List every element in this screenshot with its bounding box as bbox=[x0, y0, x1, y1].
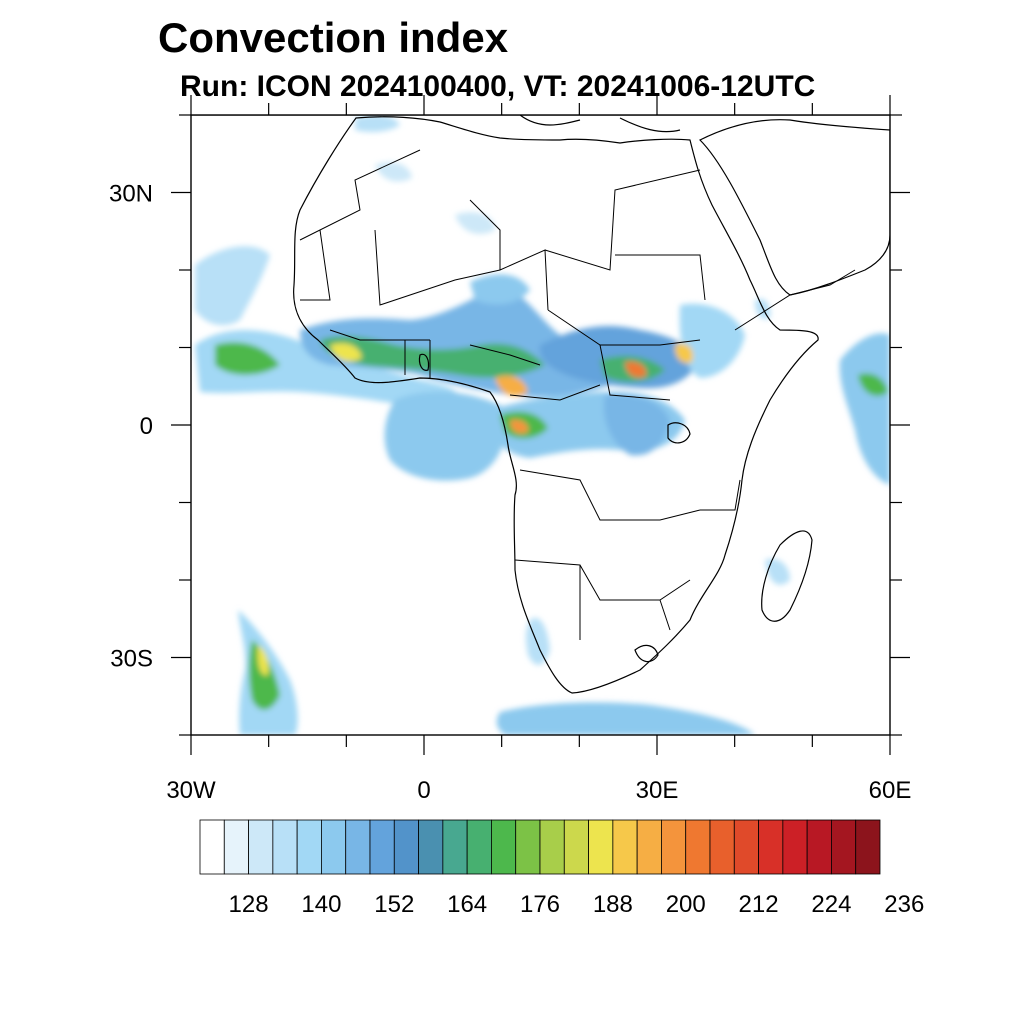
colorbar-swatch bbox=[733, 819, 759, 875]
colorbar: 128 140 152 164 176 188 200 212 224 236 bbox=[199, 819, 924, 918]
africa-coastline bbox=[293, 116, 819, 694]
colorbar-swatch bbox=[418, 819, 444, 875]
field-atlantic-north bbox=[195, 246, 270, 326]
x-tick-label: 30W bbox=[166, 777, 216, 804]
field-madagascar bbox=[765, 558, 790, 585]
colorbar-swatch bbox=[393, 819, 419, 875]
field-indian-ocean-core bbox=[858, 373, 888, 396]
y-tick-label: 30S bbox=[110, 646, 153, 673]
field-west-africa-high bbox=[330, 343, 362, 362]
europe-coastline bbox=[191, 115, 890, 133]
colorbar-label: 188 bbox=[593, 891, 633, 918]
colorbar-label: 164 bbox=[447, 891, 487, 918]
colorbar-label: 224 bbox=[811, 891, 851, 918]
colorbar-swatch bbox=[369, 819, 395, 875]
colorbar-swatch bbox=[515, 819, 541, 875]
colorbar-swatch bbox=[782, 819, 808, 875]
field-west-africa-core bbox=[320, 336, 545, 378]
field-ethiopia-high bbox=[674, 343, 694, 364]
madagascar-coastline bbox=[761, 530, 813, 622]
colorbar-swatch bbox=[272, 819, 298, 875]
colorbar-label: 152 bbox=[374, 891, 414, 918]
field-morocco-2 bbox=[375, 162, 412, 182]
colorbar-label: 200 bbox=[666, 891, 706, 918]
field-sahara-1 bbox=[455, 212, 495, 234]
field-congo-high bbox=[510, 419, 529, 434]
colorbar-swatch bbox=[612, 819, 638, 875]
field-ethiopia bbox=[679, 303, 745, 378]
colorbar-swatch bbox=[806, 819, 832, 875]
colorbar-swatch bbox=[442, 819, 468, 875]
x-tick-label: 30E bbox=[636, 777, 679, 804]
coastlines bbox=[191, 115, 890, 694]
field-gulf-guinea bbox=[384, 391, 506, 481]
colorbar-label: 212 bbox=[739, 891, 779, 918]
convection-field bbox=[195, 115, 890, 735]
x-tick-label: 60E bbox=[869, 777, 912, 804]
colorbar-swatch bbox=[709, 819, 735, 875]
chart-title: Convection index bbox=[158, 14, 509, 61]
colorbar-swatch bbox=[539, 819, 565, 875]
x-tick-label: 0 bbox=[417, 777, 430, 804]
colorbar-swatch bbox=[588, 819, 614, 875]
lake-victoria bbox=[667, 422, 691, 444]
colorbar-swatch bbox=[855, 819, 881, 875]
colorbar-swatch bbox=[491, 819, 517, 875]
lake-volta bbox=[418, 353, 430, 371]
colorbar-label: 236 bbox=[884, 891, 924, 918]
colorbar-swatch bbox=[466, 819, 492, 875]
colorbar-swatch bbox=[345, 819, 371, 875]
field-atlantic-core bbox=[215, 342, 280, 375]
colorbar-label: 128 bbox=[229, 891, 269, 918]
lesotho bbox=[634, 644, 659, 663]
colorbar-swatch bbox=[661, 819, 687, 875]
chart-subtitle: Run: ICON 2024100400, VT: 20241006-12UTC bbox=[180, 70, 816, 103]
field-east-africa bbox=[603, 394, 670, 456]
colorbar-swatch bbox=[831, 819, 857, 875]
field-south-ocean bbox=[496, 702, 755, 735]
colorbar-swatch bbox=[223, 819, 249, 875]
map-axes: 30W 0 30E 60E 30N 0 30S bbox=[109, 95, 911, 804]
colorbar-label: 140 bbox=[301, 891, 341, 918]
field-southwest-high bbox=[257, 645, 269, 676]
country-borders bbox=[299, 149, 856, 640]
arabia-coastline bbox=[698, 119, 890, 296]
colorbar-swatch bbox=[321, 819, 347, 875]
colorbar-swatch bbox=[296, 819, 322, 875]
colorbar-label: 176 bbox=[520, 891, 560, 918]
colorbar-swatch bbox=[758, 819, 784, 875]
field-east-sahel-high bbox=[625, 361, 647, 378]
colorbar-swatch bbox=[685, 819, 711, 875]
y-tick-label: 30N bbox=[109, 181, 153, 208]
field-indian-ocean bbox=[839, 333, 890, 485]
colorbar-swatch bbox=[199, 819, 225, 875]
colorbar-swatch bbox=[563, 819, 589, 875]
field-morocco bbox=[355, 115, 400, 133]
field-cameroon-high bbox=[495, 375, 528, 396]
field-niger bbox=[470, 274, 530, 305]
colorbar-swatch bbox=[248, 819, 274, 875]
colorbar-swatch bbox=[636, 819, 662, 875]
y-tick-label: 0 bbox=[140, 413, 153, 440]
